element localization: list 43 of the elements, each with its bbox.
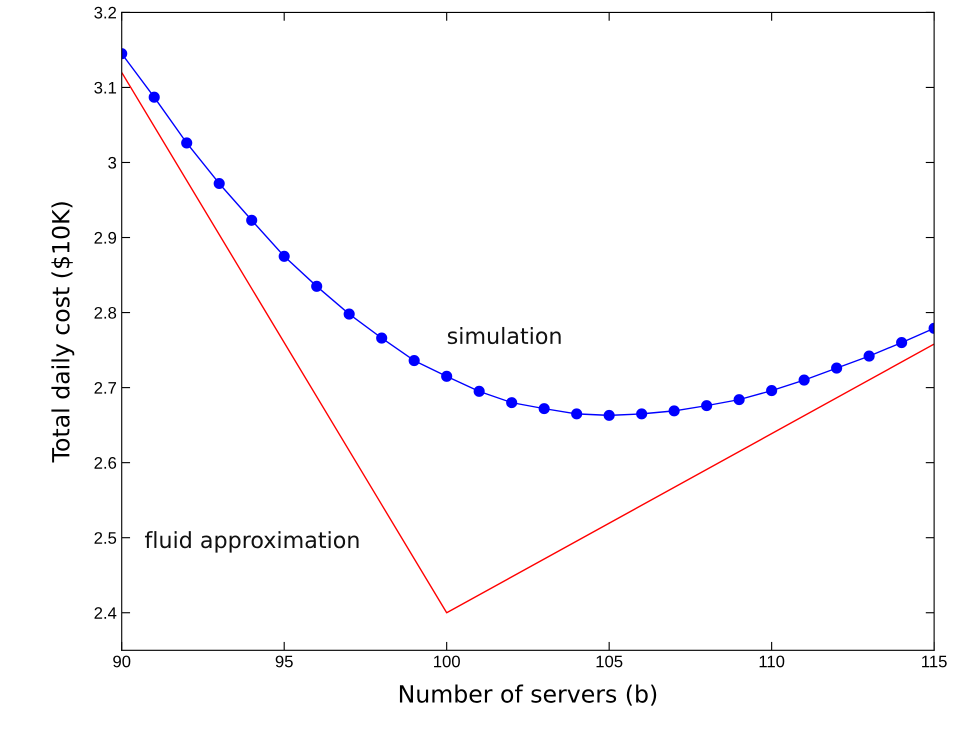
point <box>344 308 355 320</box>
point <box>604 410 615 421</box>
point <box>831 362 842 374</box>
x-tick-label: 100 <box>434 656 460 668</box>
x-tick-label: 90 <box>113 656 130 668</box>
series-label: simulation <box>448 326 561 344</box>
point <box>246 214 258 226</box>
point <box>571 408 582 420</box>
series-label: fluid approximation <box>144 531 359 553</box>
point <box>474 386 485 397</box>
x-tick-label: 95 <box>276 656 293 668</box>
x-axis-title: Number of servers (b) <box>400 684 656 706</box>
point <box>441 370 452 382</box>
point <box>734 394 745 406</box>
y-tick-label: 2.5 <box>94 532 116 544</box>
point <box>766 385 778 396</box>
y-tick-label: 2.7 <box>94 382 116 394</box>
y-tick-label: 3.2 <box>94 6 116 19</box>
point <box>181 137 192 149</box>
y-tick-label: 3.1 <box>94 82 116 94</box>
y-tick-label: 2.9 <box>94 232 116 244</box>
y-tick-label: 2.4 <box>94 607 116 619</box>
point <box>214 178 225 190</box>
point <box>798 374 810 386</box>
point <box>278 250 290 262</box>
point <box>538 403 550 414</box>
point <box>636 408 648 420</box>
point <box>701 400 712 412</box>
y-tick-label: 3 <box>108 156 116 169</box>
point <box>148 92 160 103</box>
x-tick-label: 115 <box>922 656 947 668</box>
point <box>408 355 420 366</box>
point <box>506 397 518 408</box>
point <box>376 332 388 344</box>
y-tick-label: 2.8 <box>94 306 116 319</box>
point <box>311 280 322 292</box>
point <box>864 350 875 362</box>
point <box>668 405 680 416</box>
y-axis-title: Total daily cost ($10K) <box>51 202 74 462</box>
x-tick-label: 110 <box>760 656 784 668</box>
x-tick-label: 105 <box>596 656 622 668</box>
point <box>896 337 908 348</box>
y-tick-label: 2.6 <box>94 457 116 469</box>
